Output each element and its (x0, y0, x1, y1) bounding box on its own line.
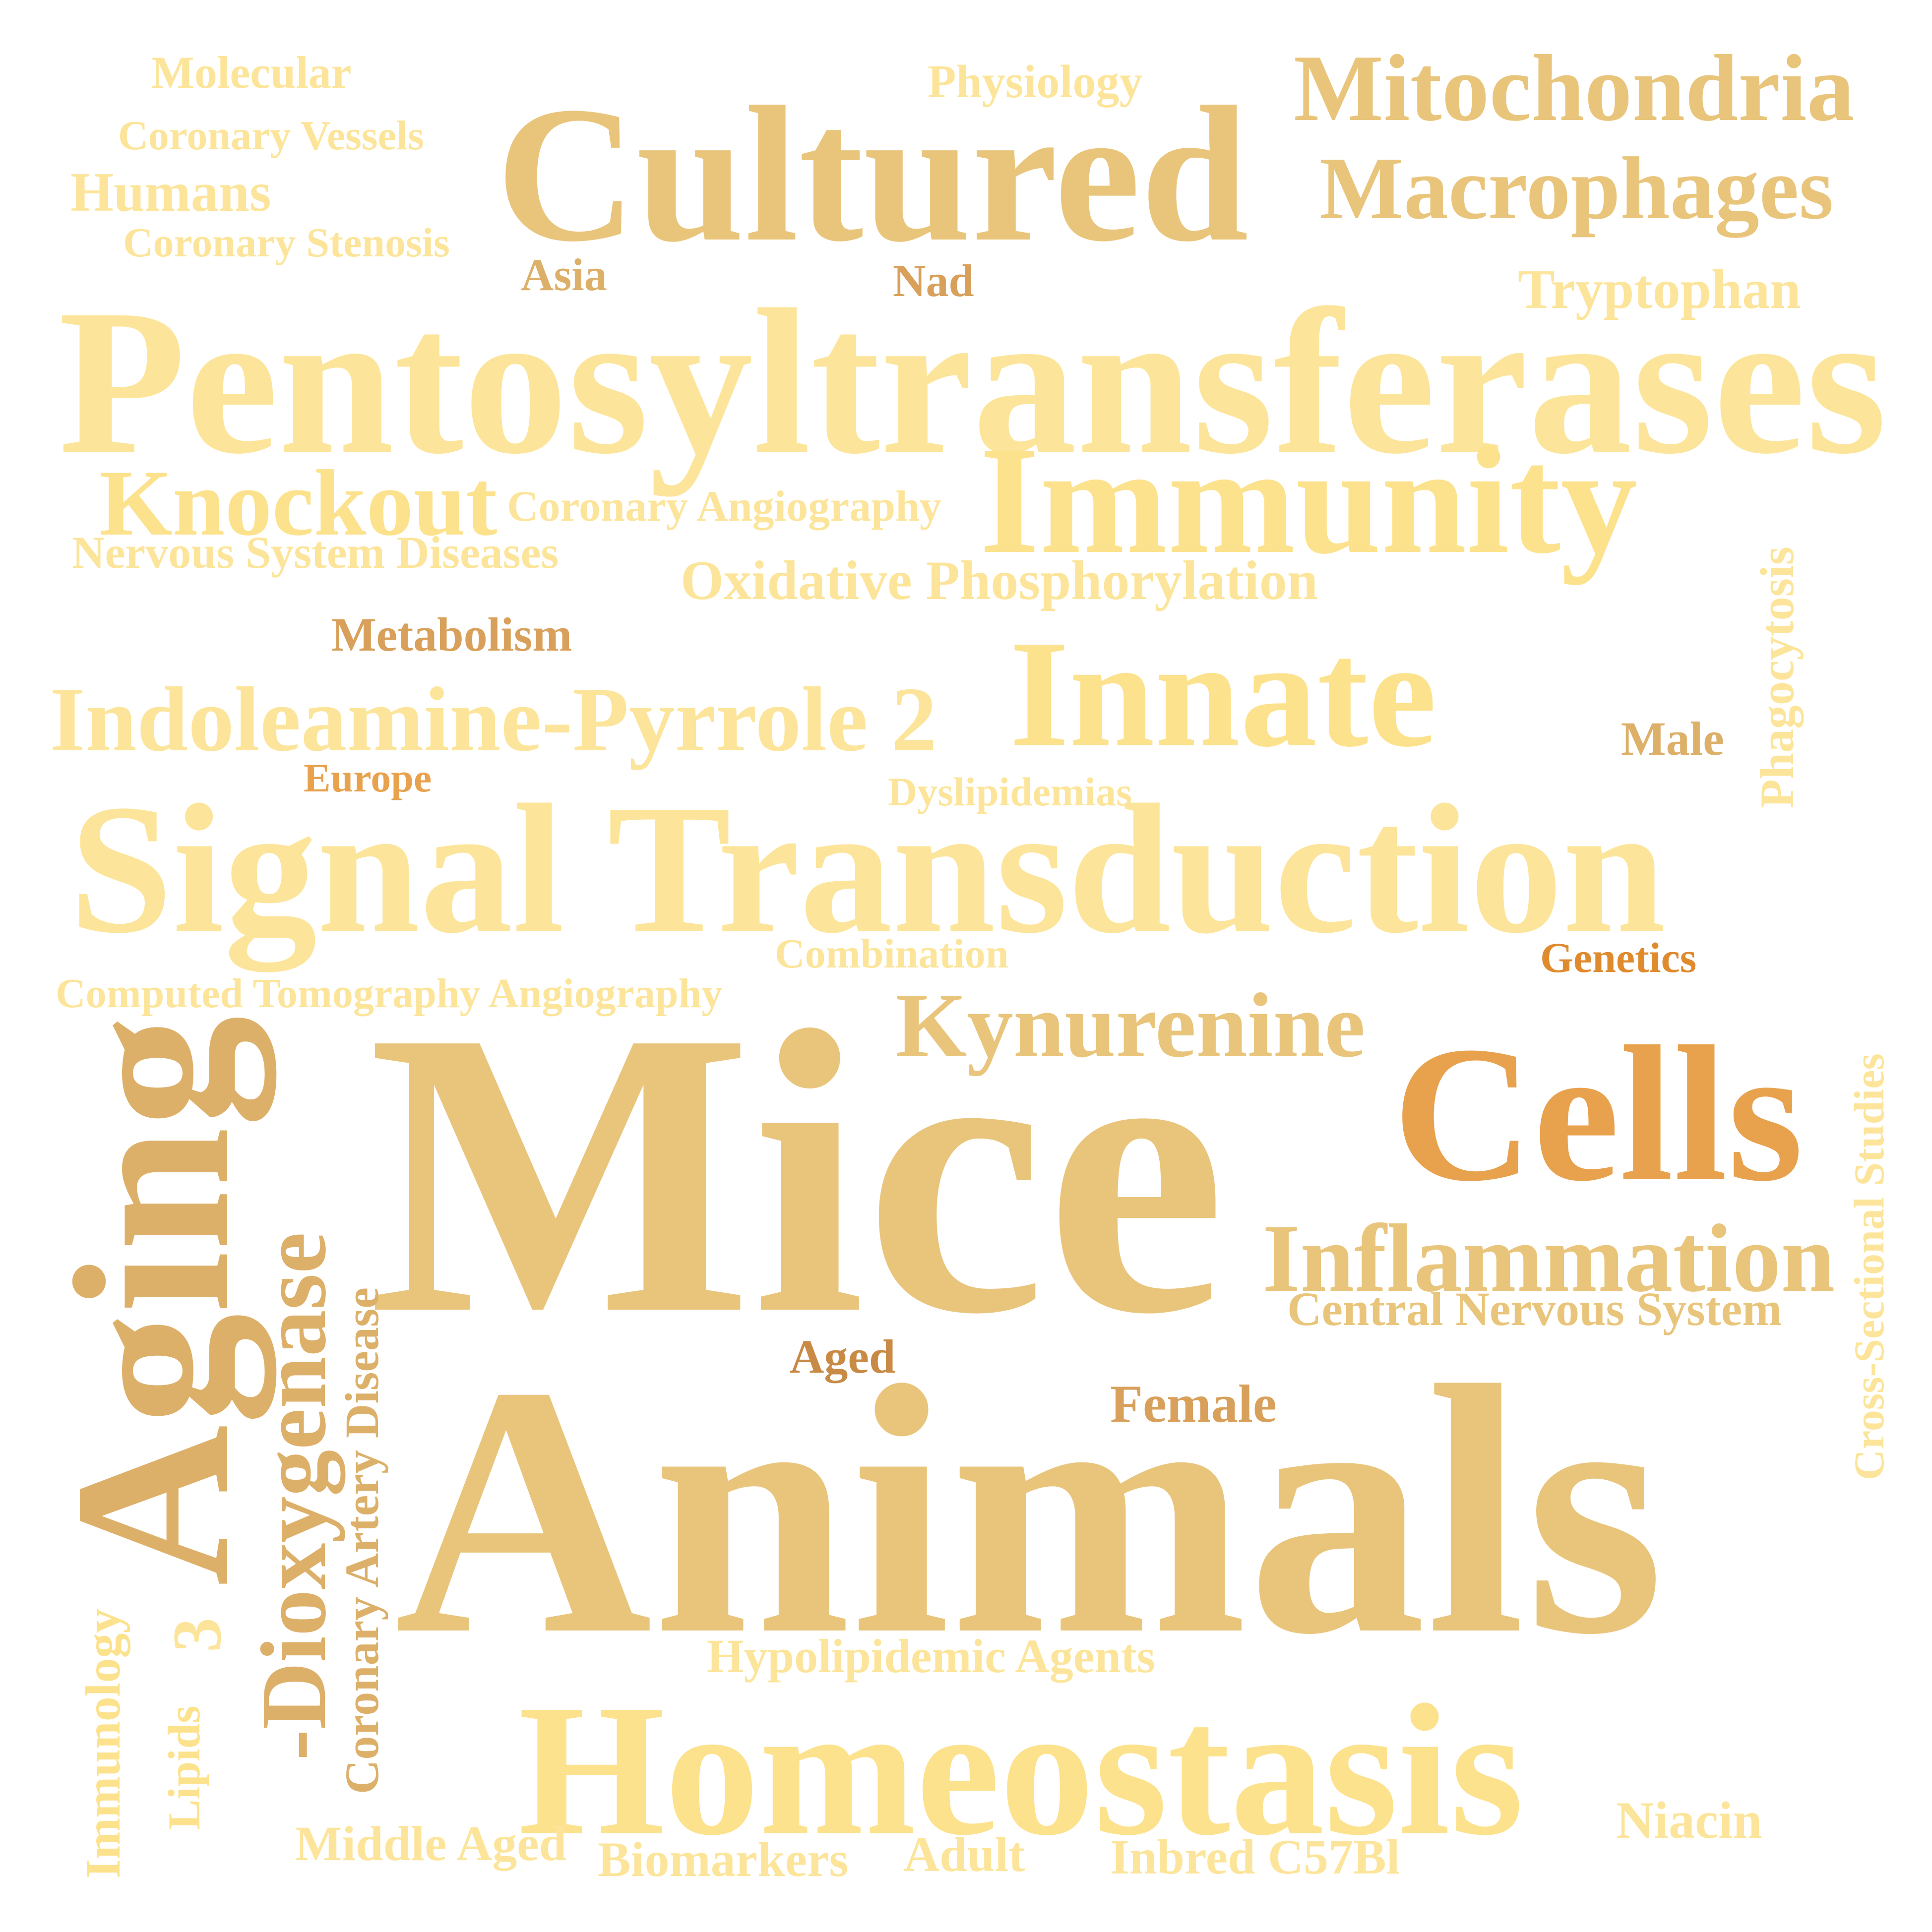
word-immunity: Immunity (980, 416, 1638, 586)
word-cross-sectional-studies: Cross-Sectional Studies (1845, 1053, 1893, 1480)
word-phagocytosis: Phagocytosis (1750, 546, 1804, 808)
word-computed-tomography-angiography: Computed Tomography Angiography (56, 970, 723, 1017)
word-coronary-artery-disease: Coronary Artery Disease (335, 1287, 388, 1794)
word-lipids: Lipids (159, 1705, 209, 1830)
word-animals: Animals (394, 1312, 1665, 1708)
word-combination: Combination (775, 931, 1009, 977)
word-dyslipidemias: Dyslipidemias (888, 769, 1132, 814)
word-hypolipidemic-agents: Hypolipidemic Agents (707, 1630, 1156, 1683)
word-nervous-system-diseases: Nervous System Diseases (72, 527, 559, 578)
word-homeostasis: Homeostasis (518, 1666, 1524, 1874)
word-cells: Cells (1393, 1006, 1804, 1221)
word-genetics: Genetics (1540, 934, 1697, 981)
word-physiology: Physiology (928, 56, 1143, 108)
word-macrophages: Macrophages (1319, 139, 1834, 238)
word-indoleamine-pyrrole: Indoleamine-Pyrrole 2 (50, 668, 937, 771)
word-knockout: Knockout (99, 451, 498, 555)
word-central-nervous-system: Central Nervous System (1287, 1282, 1782, 1335)
word-male: Male (1621, 712, 1724, 765)
word-innate: Innate (1009, 609, 1437, 779)
word-inbred-c57bl: Inbred C57Bl (1110, 1829, 1400, 1884)
word-molecular: Molecular (151, 47, 352, 98)
word-humans: Humans (70, 162, 271, 223)
word-mitochondria: Mitochondria (1294, 35, 1855, 141)
word-signal-transduction: Signal Transduction (69, 766, 1666, 971)
word-niacin: Niacin (1616, 1791, 1762, 1849)
word-mice: Mice (368, 948, 1226, 1398)
word-middle-aged: Middle Aged (295, 1816, 567, 1871)
word-inflammation: Inflammation (1262, 1205, 1835, 1312)
word-oxidative-phosphorylation: Oxidative Phosphorylation (681, 550, 1318, 611)
word-dioxygenase: -Dioxygenase (242, 1232, 345, 1760)
word-coronary-angiography: Coronary Angiography (507, 483, 942, 531)
word-female: Female (1110, 1375, 1277, 1434)
word-asia: Asia (521, 249, 607, 300)
word-aged: Aged (790, 1330, 896, 1383)
word-nad: Nad (893, 255, 974, 306)
word-europe: Europe (304, 755, 432, 800)
word-three: 3 (159, 1618, 236, 1652)
word-biomarkers: Biomarkers (598, 1832, 849, 1887)
word-aging: Aging (29, 1015, 276, 1586)
word-coronary-stenosis: Coronary Stenosis (123, 220, 450, 266)
word-immunology: Immunology (75, 1608, 130, 1878)
word-tryptophan: Tryptophan (1518, 259, 1801, 320)
word-metabolism: Metabolism (331, 608, 572, 661)
word-pentosyltransferases: Pentosyltransferases (59, 266, 1887, 497)
word-kynurenine: Kynurenine (895, 974, 1366, 1077)
word-adult: Adult (904, 1827, 1025, 1882)
word-cultured: Cultured (496, 66, 1249, 282)
word-coronary-vessels: Coronary Vessels (118, 113, 424, 159)
